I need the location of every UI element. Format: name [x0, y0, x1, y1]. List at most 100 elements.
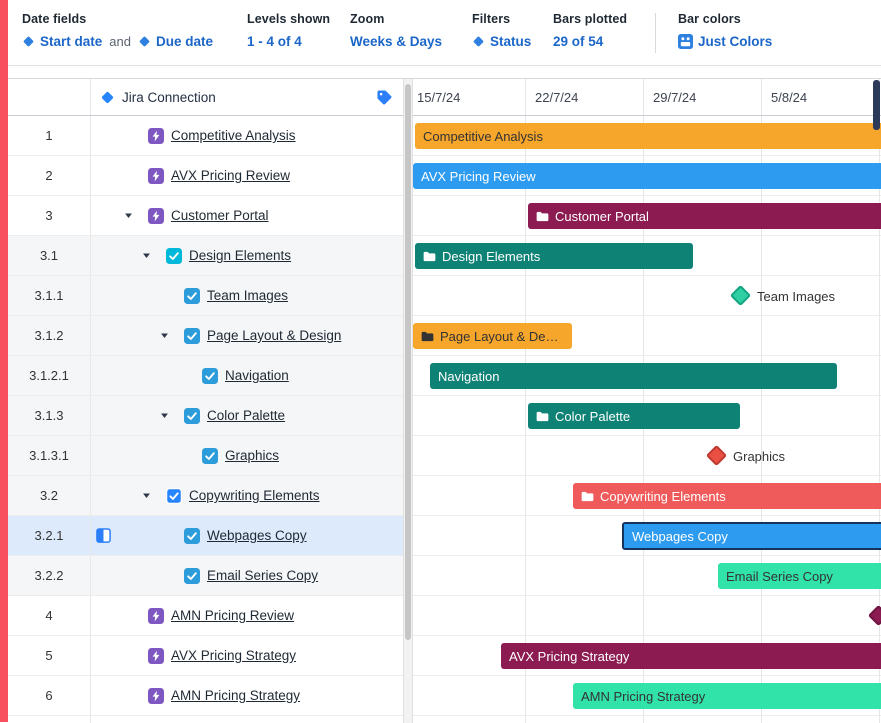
- row-number: 4: [8, 596, 91, 635]
- collapse-arrow-icon[interactable]: [158, 331, 184, 340]
- table-row[interactable]: 3.1.3.1 Graphics: [8, 436, 403, 476]
- milestone-label: Team Images: [757, 289, 836, 304]
- task-link[interactable]: Copywriting Elements: [189, 488, 320, 503]
- source-name: Jira Connection: [122, 89, 216, 105]
- toolbar-group-value[interactable]: Start date and Due date: [22, 34, 247, 49]
- bar-label: Copywriting Elements: [600, 488, 726, 504]
- task-link[interactable]: Customer Portal: [171, 208, 269, 223]
- bar-label: Navigation: [438, 368, 500, 384]
- table-row[interactable]: 3.2.1 Webpages Copy: [8, 516, 403, 556]
- table-row[interactable]: 3.1.2 Page Layout & Design: [8, 316, 403, 356]
- milestone-diamond[interactable]: [705, 444, 728, 467]
- table-row[interactable]: 2 AVX Pricing Review: [8, 156, 403, 196]
- task-blue-icon: [184, 287, 200, 304]
- gantt-bar[interactable]: Color Palette: [528, 403, 740, 429]
- gantt-row: Graphics: [413, 436, 881, 476]
- table-row[interactable]: 3 Customer Portal: [8, 196, 403, 236]
- bar-label: AVX Pricing Review: [421, 168, 536, 184]
- peek-icon[interactable]: [96, 528, 111, 543]
- gantt-row: Copywriting Elements: [413, 476, 881, 516]
- gantt-row: AMN Pricing Strategy: [413, 676, 881, 716]
- gantt-row: Customer Portal: [413, 196, 881, 236]
- collapse-arrow-icon[interactable]: [140, 251, 166, 260]
- gantt-row: Webpages Copy: [413, 516, 881, 556]
- date-label: 5/8/24: [771, 90, 808, 105]
- gantt-scrollbar-thumb[interactable]: [873, 80, 880, 130]
- gantt-bar[interactable]: Email Series Copy: [718, 563, 881, 589]
- gantt-bar[interactable]: Design Elements: [415, 243, 693, 269]
- milestone-diamond[interactable]: [867, 604, 881, 627]
- milestone-diamond[interactable]: [729, 284, 752, 307]
- gantt-bar[interactable]: Competitive Analysis: [415, 123, 881, 149]
- task-link[interactable]: AMN Pricing Review: [171, 608, 295, 623]
- gantt-bar[interactable]: Copywriting Elements: [573, 483, 881, 509]
- task-cell: Page Layout & Design: [91, 316, 403, 355]
- folder-icon: [423, 251, 436, 262]
- tag-icon[interactable]: [376, 89, 393, 106]
- table-row[interactable]: 3.2 Copywriting Elements: [8, 476, 403, 516]
- gantt-bar[interactable]: AVX Pricing Review: [413, 163, 881, 189]
- gantt-row: AVX Pricing Review: [413, 156, 881, 196]
- diamond-icon: [22, 35, 35, 48]
- table-row[interactable]: 6 AMN Pricing Strategy: [8, 676, 403, 716]
- gantt-bar[interactable]: Page Layout & Design: [413, 323, 572, 349]
- task-link[interactable]: Email Series Copy: [207, 568, 319, 583]
- row-number: 3.1: [8, 236, 91, 275]
- row-number: 3.2: [8, 476, 91, 515]
- task-cell: Color Palette: [91, 396, 403, 435]
- task-cell: Copywriting Elements: [91, 476, 403, 515]
- task-link[interactable]: AVX Pricing Strategy: [171, 648, 297, 663]
- task-link[interactable]: Webpages Copy: [207, 528, 307, 543]
- milestone-label: Graphics: [733, 449, 786, 464]
- table-row[interactable]: 3.1 Design Elements: [8, 236, 403, 276]
- row-number: 3: [8, 196, 91, 235]
- task-link[interactable]: Competitive Analysis: [171, 128, 296, 143]
- row-number: 3.1.3: [8, 396, 91, 435]
- gantt-bar[interactable]: AVX Pricing Strategy: [501, 643, 881, 669]
- task-link[interactable]: Team Images: [207, 288, 289, 303]
- epic-icon: [148, 687, 164, 704]
- toolbar-group-value[interactable]: Just Colors: [678, 34, 772, 49]
- vertical-scrollbar[interactable]: [403, 79, 413, 723]
- gantt-bar[interactable]: AMN Pricing Strategy: [573, 683, 881, 709]
- toolbar-group-date-fields: Date fields Start date and Due date: [22, 12, 247, 49]
- gantt-row: Design Elements: [413, 236, 881, 276]
- task-link[interactable]: Page Layout & Design: [207, 328, 342, 343]
- toolbar-group-filters: Filters Status: [472, 12, 553, 49]
- table-row[interactable]: 3.1.1 Team Images: [8, 276, 403, 316]
- table-row[interactable]: 5 AVX Pricing Strategy: [8, 636, 403, 676]
- collapse-arrow-icon[interactable]: [122, 211, 148, 220]
- task-link[interactable]: AMN Pricing Strategy: [171, 688, 301, 703]
- toolbar-group-label: Zoom: [350, 12, 385, 26]
- toolbar-value-text: 29 of 54: [553, 34, 604, 49]
- collapse-arrow-icon[interactable]: [140, 491, 166, 500]
- toolbar-group-value[interactable]: 29 of 54: [553, 34, 655, 49]
- toolbar-group-value[interactable]: 1 - 4 of 4: [247, 34, 350, 49]
- row-number: 5: [8, 636, 91, 675]
- table-row[interactable]: 3.1.2.1 Navigation: [8, 356, 403, 396]
- gantt-bar[interactable]: Customer Portal: [528, 203, 881, 229]
- table-row[interactable]: 1 Competitive Analysis: [8, 116, 403, 156]
- epic-icon: [148, 647, 164, 664]
- task-link[interactable]: Navigation: [225, 368, 289, 383]
- gantt-row: Email Series Copy: [413, 556, 881, 596]
- collapse-arrow-icon[interactable]: [158, 411, 184, 420]
- toolbar-group-value[interactable]: Status: [472, 34, 553, 49]
- task-teal-icon: [166, 247, 182, 264]
- task-link[interactable]: Graphics: [225, 448, 280, 463]
- table-row[interactable]: 4 AMN Pricing Review: [8, 596, 403, 636]
- jira-connection-diamond-icon: [100, 90, 115, 105]
- row-number: 1: [8, 116, 91, 155]
- main-area: Jira Connection 1 Competitive Analysis 2 AV…: [8, 78, 881, 723]
- task-link[interactable]: Color Palette: [207, 408, 286, 423]
- scrollbar-thumb[interactable]: [405, 84, 411, 640]
- toolbar-group-value[interactable]: Weeks & Days: [350, 34, 472, 49]
- task-link[interactable]: Design Elements: [189, 248, 292, 263]
- gantt-bar[interactable]: Navigation: [430, 363, 837, 389]
- table-row[interactable]: [8, 716, 403, 723]
- table-row[interactable]: 3.2.2 Email Series Copy: [8, 556, 403, 596]
- gantt-bar[interactable]: Webpages Copy: [622, 522, 881, 550]
- task-link[interactable]: AVX Pricing Review: [171, 168, 291, 183]
- table-row[interactable]: 3.1.3 Color Palette: [8, 396, 403, 436]
- toolbar-value-text: Just Colors: [698, 34, 773, 49]
